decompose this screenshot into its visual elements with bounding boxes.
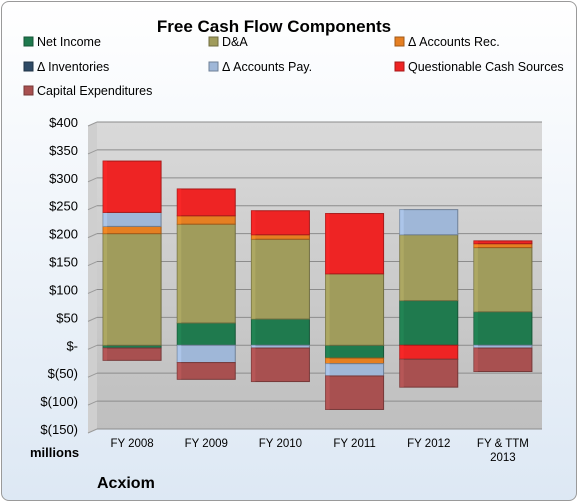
y-tick-label: $50	[56, 310, 78, 325]
legend-item-d-a: D&A	[208, 35, 248, 49]
bar-segment-capital-expenditures	[473, 347, 533, 373]
gridline-side	[87, 177, 98, 183]
bar-segment-accounts-rec	[325, 357, 385, 365]
bar-segment-d-a	[399, 234, 459, 302]
bar-segment-capital-expenditures	[102, 347, 162, 361]
gridline-side	[87, 344, 98, 350]
x-tick-label: FY 2010	[259, 438, 302, 450]
bar-segment-questionable-cash-sources	[176, 188, 236, 217]
gridline-side	[87, 233, 98, 239]
legend-label: Δ Inventories	[37, 60, 109, 74]
bar-segment-accounts-rec	[250, 234, 310, 240]
y-tick-label: $100	[49, 282, 78, 297]
bar-segment-accounts-rec	[176, 215, 236, 225]
plot-area-side-wall	[88, 122, 97, 433]
legend-label: D&A	[222, 35, 248, 49]
x-tick-label: FY 2012	[407, 438, 450, 450]
legend-swatch	[394, 36, 405, 47]
bar-segment-net-income	[325, 344, 385, 359]
legend-item-accounts-rec: Δ Accounts Rec.	[394, 35, 500, 49]
bar-segment-accounts-pay	[399, 209, 459, 236]
plot-area	[97, 122, 542, 429]
y-tick-label: $(150)	[40, 422, 78, 437]
bar-segment-net-income	[176, 322, 236, 346]
gridline-side	[87, 205, 98, 211]
unit-label: millions	[30, 445, 79, 460]
bar-segment-questionable-cash-sources	[102, 160, 162, 213]
bar-segment-net-income	[399, 300, 459, 346]
bar-segment-questionable-cash-sources	[250, 210, 310, 236]
legend-label: Net Income	[37, 35, 101, 49]
legend-swatch	[23, 61, 34, 72]
bar-segment-accounts-pay	[176, 344, 236, 364]
y-tick-label: $(50)	[48, 366, 78, 381]
legend-label: Capital Expenditures	[37, 84, 152, 98]
y-tick-label: $150	[49, 255, 78, 270]
bar-segment-capital-expenditures	[399, 358, 459, 388]
bar-segment-capital-expenditures	[250, 347, 310, 383]
legend: Net Income D&A Δ Accounts Rec. Δ Inventorie…	[23, 35, 564, 98]
y-tick-label: $300	[49, 171, 78, 186]
bar-segment-questionable-cash-sources	[325, 213, 385, 275]
bar-segment-accounts-rec	[102, 225, 162, 235]
chart-title: Free Cash Flow Components	[157, 17, 391, 36]
bar-segment-questionable-cash-sources	[473, 240, 533, 245]
legend-label: Δ Accounts Pay.	[222, 60, 312, 74]
bar-segment-accounts-rec	[473, 243, 533, 249]
legend-swatch	[23, 85, 34, 96]
y-tick-label: $250	[49, 199, 78, 214]
bar-segment-d-a	[473, 247, 533, 313]
bar-segment-accounts-pay	[102, 211, 162, 227]
bar-segment-d-a	[102, 233, 162, 346]
bar-segment-net-income	[473, 311, 533, 346]
gridline-side	[87, 149, 98, 155]
legend-item-net-income: Net Income	[23, 35, 101, 49]
y-axis: $400 $350 $300 $250 $200 $150 $100 $50 $- $(50) $(…	[40, 115, 78, 437]
bar-segment-capital-expenditures	[176, 362, 236, 380]
legend-label: Questionable Cash Sources	[408, 60, 564, 74]
y-tick-label: $(100)	[40, 394, 78, 409]
x-axis: FY 2008 FY 2009 FY 2010 FY 2011 FY 2012 FY & …	[110, 438, 528, 464]
bar-segment-d-a	[325, 273, 385, 346]
gridline-side	[87, 316, 98, 322]
bar-segment-accounts-pay	[325, 363, 385, 377]
bars	[102, 160, 533, 410]
legend-item-capital-expenditures: Capital Expenditures	[23, 84, 152, 98]
bar-segment-d-a	[176, 223, 236, 324]
gridline-side	[87, 288, 98, 294]
gridline-side	[87, 372, 98, 378]
legend-swatch	[23, 36, 34, 47]
legend-item-accounts-pay: Δ Accounts Pay.	[208, 60, 312, 74]
company-name: Acxiom	[97, 475, 155, 492]
legend-item-questionable-cash-sources: Questionable Cash Sources	[394, 60, 564, 74]
x-tick-label: FY 2008	[110, 438, 153, 450]
y-tick-label: $-	[66, 338, 78, 353]
y-tick-label: $350	[49, 143, 78, 158]
gridline-side	[87, 400, 98, 406]
gridline-side	[87, 261, 98, 267]
y-tick-label: $200	[49, 227, 78, 242]
x-tick-label: FY & TTM	[477, 438, 529, 450]
gridline-side	[87, 428, 98, 434]
bar-segment-questionable-cash-sources	[399, 344, 459, 360]
x-tick-label: FY 2009	[185, 438, 228, 450]
legend-swatch	[208, 36, 219, 47]
y-tick-label: $400	[49, 115, 78, 130]
legend-item-inventories: Δ Inventories	[23, 60, 109, 74]
x-tick-label: FY 2011	[333, 438, 375, 450]
x-tick-label: 2013	[490, 452, 516, 464]
bar-segment-d-a	[250, 238, 310, 320]
legend-label: Δ Accounts Rec.	[408, 35, 500, 49]
legend-swatch	[394, 61, 405, 72]
bar-segment-net-income	[250, 318, 310, 346]
legend-swatch	[208, 61, 219, 72]
gridlines	[87, 121, 542, 434]
gridline-side	[87, 121, 98, 127]
bar-segment-capital-expenditures	[325, 375, 385, 410]
